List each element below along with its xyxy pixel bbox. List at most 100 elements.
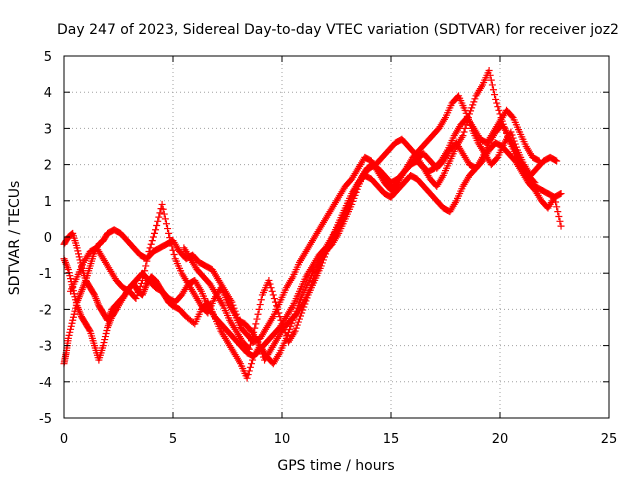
data-point [497,114,505,122]
data-point [159,205,167,213]
y-tick-label: 0 [44,231,52,246]
data-point [292,324,300,332]
data-point [294,318,302,326]
data-point [267,284,275,292]
data-point [138,276,146,284]
data-point [154,217,162,225]
data-point [491,91,499,99]
y-tick-labels: -5 -4 -3 -2 -1 0 1 2 3 4 5 [39,50,52,427]
data-point [142,262,150,270]
series-track-5 [180,92,561,353]
data-point [494,103,502,111]
data-point [303,294,311,302]
data-point [268,287,276,295]
data-point [145,247,153,255]
data-point [279,323,287,331]
data-point [321,253,329,261]
data-point [155,213,163,221]
data-point [269,291,277,299]
data-point [459,132,467,140]
data-point [144,252,152,260]
data-point [496,110,504,118]
data-point [246,363,254,371]
data-point [278,320,286,328]
y-tick-label: -5 [39,412,52,427]
data-point [134,289,142,297]
data-point [64,266,72,274]
data-point [509,134,517,142]
data-point [256,301,264,309]
data-point [165,229,173,237]
y-tick-label: -1 [39,267,52,282]
data-point [146,244,154,252]
data-point [141,267,149,275]
data-point [469,101,477,109]
data-point [258,350,266,358]
data-point [511,140,519,148]
y-tick-label: 4 [44,86,52,101]
y-tick-label: -3 [39,340,52,355]
data-point [508,112,516,120]
data-point [298,309,306,317]
x-tick-label: 20 [492,432,509,447]
data-point [467,107,475,115]
data-point [557,222,565,230]
data-point [302,297,310,305]
data-point [101,336,109,344]
data-point [464,115,472,123]
data-point [250,328,258,336]
data-point [67,275,75,283]
data-point [255,305,263,313]
data-point [156,209,164,217]
data-point [67,325,75,333]
data-point [75,250,83,258]
data-point [133,292,141,300]
data-point [463,112,471,120]
data-point [276,313,284,321]
data-point [65,331,73,339]
data-point [534,156,542,164]
data-point [280,326,288,334]
data-point [553,203,561,211]
data-point [323,247,331,255]
series-track-2 [60,106,543,364]
data-point [149,233,157,241]
data-point [557,190,565,198]
x-tick-labels: 0 5 10 15 20 25 [60,432,617,447]
data-point [492,95,500,103]
x-tick-label: 25 [601,432,618,447]
data-point [90,290,98,298]
data-point [485,66,493,74]
data-point [286,325,294,333]
data-point [499,120,507,128]
data-point [101,333,109,341]
x-tick-label: 5 [169,432,177,447]
data-point [508,131,516,139]
data-point [73,244,81,252]
data-point [67,322,75,330]
data-point [245,367,253,375]
data-point [148,237,156,245]
data-point [282,332,290,340]
data-point [247,337,255,345]
data-point [273,302,281,310]
x-tick-label: 10 [274,432,291,447]
data-point [501,126,509,134]
data-point [468,104,476,112]
data-point [299,306,307,314]
data-point [245,345,253,353]
data-point [254,310,262,318]
y-tick-label: 2 [44,159,52,174]
y-tick-label: -2 [39,303,52,318]
data-point [266,280,274,288]
data-point [70,290,78,298]
data-point [467,121,475,129]
x-axis-label: GPS time / hours [277,458,394,474]
data-point [69,316,77,324]
data-point [74,247,82,255]
data-point [251,324,259,332]
data-point [135,285,143,293]
data-point [162,220,170,228]
data-point [164,225,172,233]
